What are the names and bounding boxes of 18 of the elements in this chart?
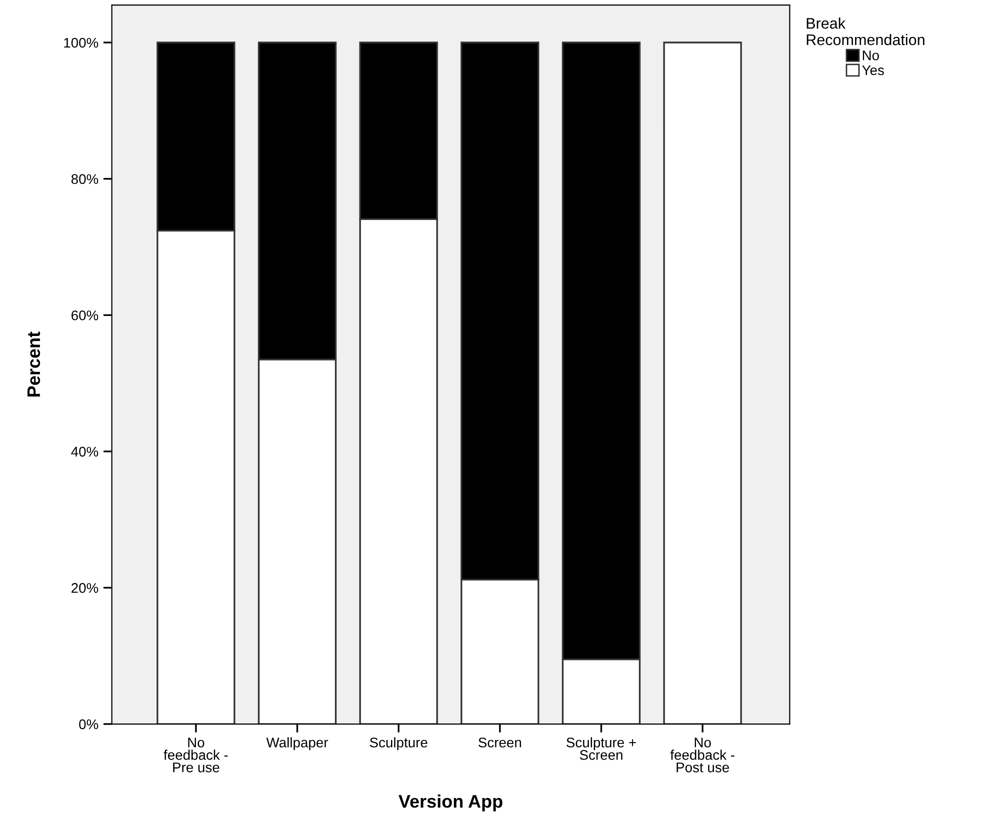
y-tick-label: 80% <box>71 174 98 184</box>
x-tick-label: Sculpture + Screen <box>566 737 636 760</box>
bar <box>663 42 742 724</box>
y-axis-title: Percent <box>28 332 40 396</box>
x-tick-label: No feedback - Pre use <box>164 738 228 772</box>
legend-label: No <box>862 50 879 60</box>
y-tick-label: 100% <box>64 38 98 48</box>
x-tick-label: Screen <box>478 738 522 748</box>
x-tick-label: Wallpaper <box>266 737 328 750</box>
legend-title: Break Recommendation <box>806 18 924 46</box>
y-tick-label: 0% <box>79 719 98 730</box>
x-axis-title: Version App <box>398 794 502 812</box>
y-tick-label: 20% <box>72 583 98 593</box>
x-tick-label: Sculpture <box>370 737 428 750</box>
y-tick-label: 60% <box>72 310 98 320</box>
y-tick-label: 40% <box>71 446 98 457</box>
legend-label: Yes <box>862 65 884 76</box>
x-tick-label: No feedback - Post use <box>670 738 734 772</box>
